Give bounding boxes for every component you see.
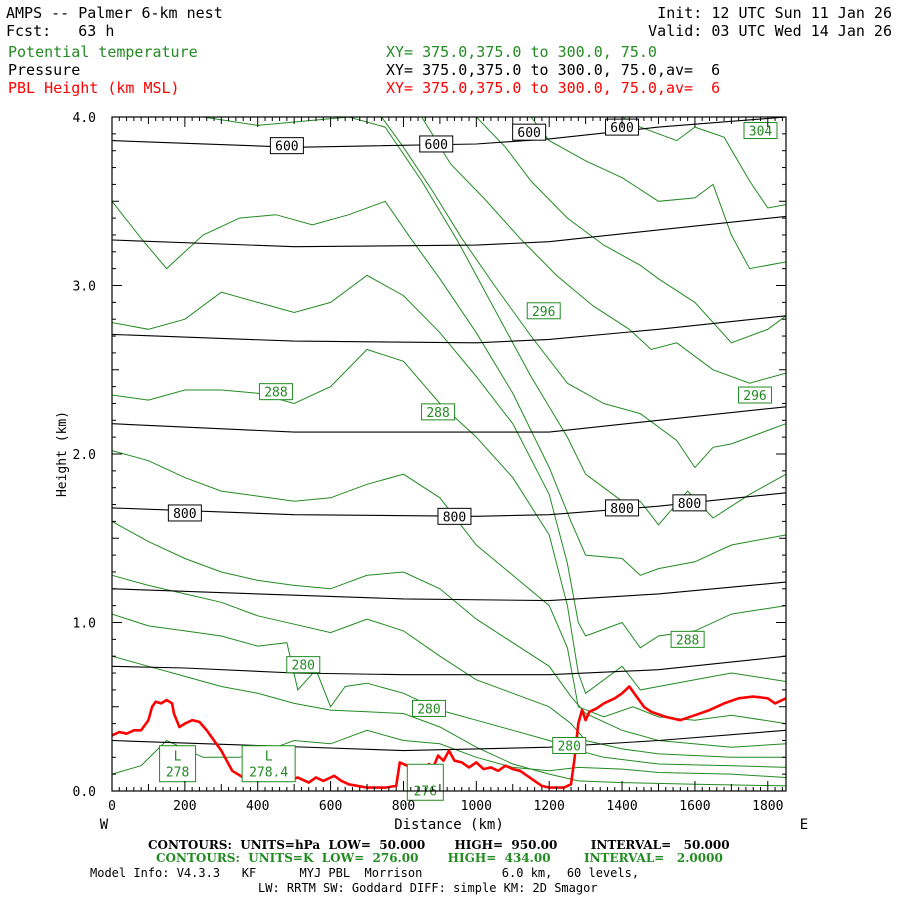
y-axis-label: Height (km) xyxy=(55,411,70,497)
low-box-2 xyxy=(406,763,444,801)
theta-contour-2 xyxy=(111,613,787,768)
theta-label-3: 288 xyxy=(264,386,287,401)
low-value-2: 276 xyxy=(414,784,437,799)
pressure-contour-650 xyxy=(111,215,787,248)
pressure-label-0: 600 xyxy=(275,140,298,155)
low-letter-1: L xyxy=(265,750,273,765)
y-tick-label: 2.0 xyxy=(73,448,96,463)
theta-label-1: 296 xyxy=(532,305,555,320)
theta-label-7-box xyxy=(411,699,446,717)
theta-label-7: 280 xyxy=(417,702,440,717)
pressure-label-1: 600 xyxy=(425,138,448,153)
pressure-contour-700 xyxy=(111,315,787,344)
theta-label-4-box xyxy=(421,403,456,421)
pressure-label-5-box xyxy=(437,507,472,525)
pressure-label-4: 800 xyxy=(173,507,196,522)
x-tick-label: 200 xyxy=(173,799,196,814)
theta-label-0: 304 xyxy=(749,124,773,139)
theta-contour-4 xyxy=(111,520,787,748)
x-tick-label: 1200 xyxy=(534,799,565,814)
theta-label-6: 280 xyxy=(292,659,315,674)
pressure-contour-600 xyxy=(111,116,787,148)
low-box-0 xyxy=(159,745,197,783)
pressure-label-2-box xyxy=(512,123,547,141)
theta-contour-6 xyxy=(111,348,787,695)
y-tick-label: 3.0 xyxy=(73,280,96,295)
x-axis-label: Distance (km) xyxy=(394,817,504,833)
model-info: Model Info: V4.3.3 KF MYJ PBL Morrison 6… xyxy=(90,866,640,880)
field-label-pressure: Pressure xyxy=(8,61,81,79)
x-tick-label: 800 xyxy=(392,799,415,814)
theta-contour-3 xyxy=(111,574,786,758)
theta-contour-11 xyxy=(421,116,787,384)
y-tick-label: 1.0 xyxy=(73,617,96,632)
pressure-label-2: 600 xyxy=(517,126,540,141)
physics-info: LW: RRTM SW: Goddard DIFF: simple KM: 2D… xyxy=(258,881,598,895)
field-label-pbl: PBL Height (km MSL) xyxy=(8,79,180,97)
theta-label-8-box xyxy=(552,737,587,755)
theta-contour-14 xyxy=(621,116,787,209)
forecast-hour: Fcst: 63 h xyxy=(6,22,115,40)
theta-contour-10 xyxy=(381,116,787,469)
theta-label-5: 288 xyxy=(676,633,699,648)
low-letter-0: L xyxy=(174,750,182,765)
y-tick-label: 0.0 xyxy=(73,785,96,800)
theta-label-6-box xyxy=(286,656,321,674)
theta-contour-5 xyxy=(111,450,787,725)
x-tick-label: 600 xyxy=(319,799,342,814)
field-xy-pbl: XY= 375.0,375.0 to 300.0, 75.0,av= 6 xyxy=(386,79,721,97)
theta-contour-1 xyxy=(111,729,787,778)
pressure-label-6: 800 xyxy=(610,502,633,517)
x-tick-label: 400 xyxy=(246,799,269,814)
x-tick-label: 1000 xyxy=(461,799,492,814)
field-label-theta: Potential temperature xyxy=(8,43,198,61)
pressure-label-1-box xyxy=(419,135,454,153)
theta-label-2-box xyxy=(738,386,773,404)
pressure-label-4-box xyxy=(167,504,202,522)
east-label: E xyxy=(800,817,808,833)
low-value-0: 278 xyxy=(166,766,189,781)
pressure-label-0-box xyxy=(269,137,304,155)
pressure-label-3: 600 xyxy=(610,121,633,136)
x-tick-label: 1600 xyxy=(679,799,710,814)
x-tick-label: 1800 xyxy=(752,799,783,814)
low-value-1: 278.4 xyxy=(249,766,288,781)
pressure-contour-750 xyxy=(111,406,787,433)
theta-label-4: 288 xyxy=(426,406,449,421)
theta-contour-info: CONTOURS: UNITS=K LOW= 276.00 HIGH= 434.… xyxy=(156,851,723,865)
theta-label-1-box xyxy=(526,302,561,320)
theta-contour-7 xyxy=(111,274,787,649)
pressure-contour-info: CONTOURS: UNITS=hPa LOW= 50.000 HIGH= 95… xyxy=(148,838,730,852)
pressure-label-5: 800 xyxy=(443,510,466,525)
theta-contour-0 xyxy=(111,655,787,787)
theta-contour-13 xyxy=(530,116,787,270)
x-tick-label: 0 xyxy=(108,799,116,814)
chart-title: AMPS -- Palmer 6-km nest xyxy=(6,4,223,22)
theta-label-8: 280 xyxy=(557,740,580,755)
west-label: W xyxy=(100,817,109,833)
field-xy-pressure: XY= 375.0,375.0 to 300.0, 75.0,av= 6 xyxy=(386,61,721,79)
pressure-contour-900 xyxy=(111,655,787,676)
theta-label-0-box xyxy=(743,121,778,139)
pressure-label-6-box xyxy=(605,499,640,517)
theta-contour-8 xyxy=(111,200,787,576)
pressure-label-7: 800 xyxy=(678,497,701,512)
init-time: Init: 12 UTC Sun 11 Jan 26 xyxy=(657,4,892,22)
theta-label-5-box xyxy=(670,630,705,648)
x-tick-label: 1400 xyxy=(606,799,637,814)
theta-label-2: 296 xyxy=(743,389,766,404)
pbl-height-line xyxy=(111,685,787,789)
field-xy-theta: XY= 375.0,375.0 to 300.0, 75.0 xyxy=(386,43,657,61)
y-tick-label: 4.0 xyxy=(73,111,96,126)
theta-contour-12 xyxy=(475,116,787,344)
pressure-label-7-box xyxy=(672,494,707,512)
theta-label-3-box xyxy=(258,383,293,401)
pressure-contour-950 xyxy=(111,729,787,752)
pressure-contour-850 xyxy=(111,581,787,602)
valid-time: Valid: 03 UTC Wed 14 Jan 26 xyxy=(648,22,892,40)
low-box-1 xyxy=(241,745,296,783)
